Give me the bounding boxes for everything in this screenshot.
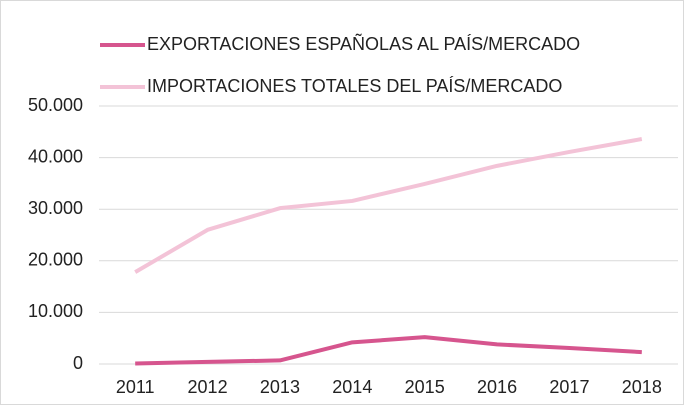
- y-tick-label: 0: [73, 353, 83, 373]
- y-tick-label: 30.000: [28, 198, 83, 218]
- y-tick-label: 10.000: [28, 301, 83, 321]
- series-line: [135, 335, 642, 366]
- y-tick-label: 20.000: [28, 250, 83, 270]
- x-tick-label: 2012: [188, 377, 228, 397]
- legend-label: EXPORTACIONES ESPAÑOLAS AL PAÍS/MERCADO: [147, 33, 580, 54]
- x-tick-label: 2014: [332, 377, 372, 397]
- x-tick-label: 2015: [405, 377, 445, 397]
- x-tick-label: 2011: [116, 377, 155, 397]
- y-tick-label: 40.000: [28, 146, 83, 166]
- y-tick-label: 50.000: [28, 95, 83, 115]
- series-line: [134, 137, 643, 274]
- x-tick-label: 2013: [260, 377, 300, 397]
- x-tick-label: 2016: [477, 377, 517, 397]
- x-tick-label: 2017: [549, 377, 589, 397]
- legend-label: IMPORTACIONES TOTALES DEL PAÍS/MERCADO: [147, 76, 562, 96]
- x-tick-label: 2018: [622, 377, 662, 397]
